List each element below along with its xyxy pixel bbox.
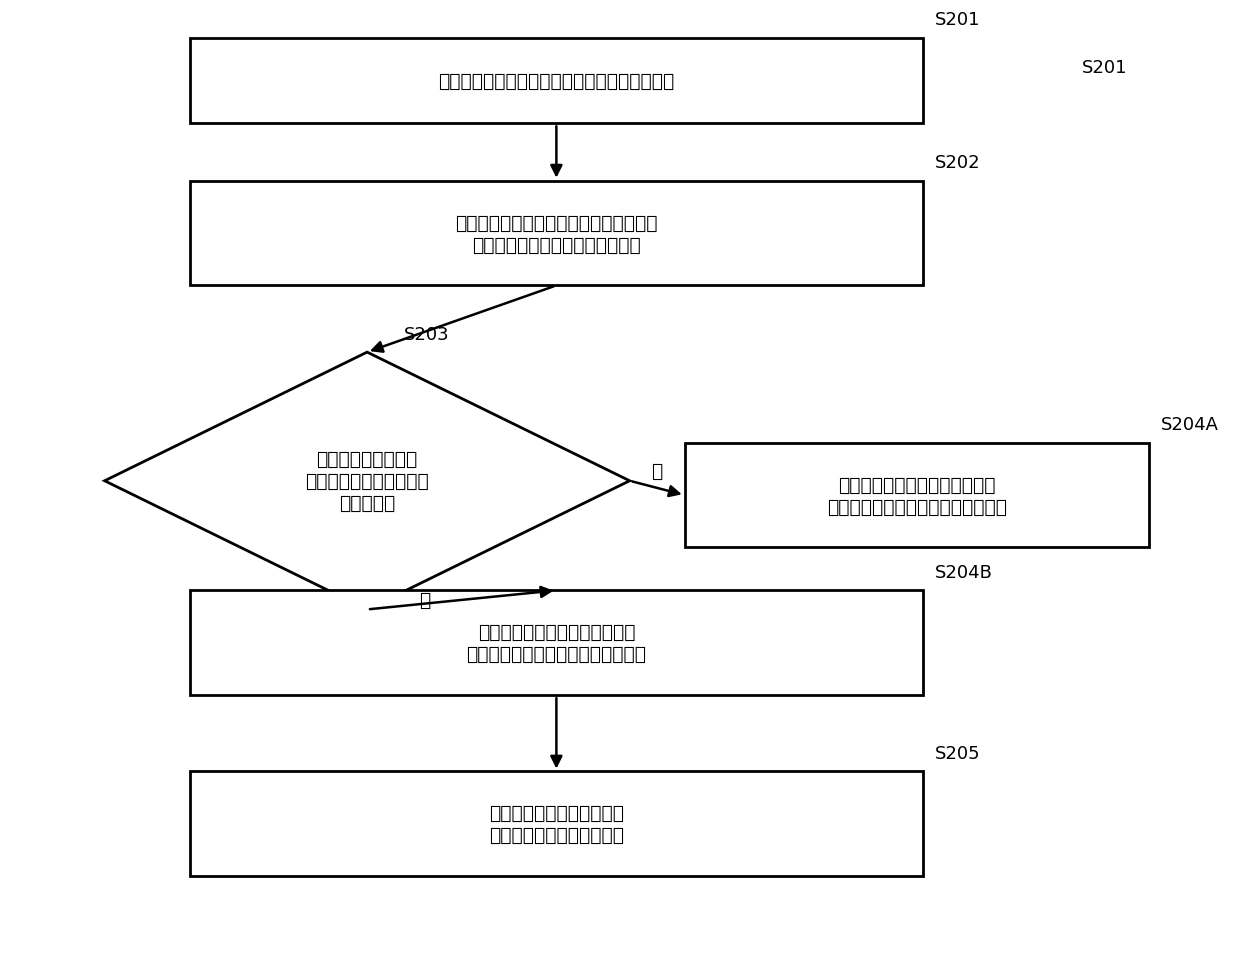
Text: S203: S203: [404, 326, 449, 343]
FancyBboxPatch shape: [684, 443, 1148, 547]
Text: S202: S202: [935, 154, 981, 172]
FancyBboxPatch shape: [190, 591, 923, 696]
Polygon shape: [104, 353, 630, 610]
Text: 透过差异判定模块，
判断亮度差异值是否小于
系统默认值: 透过差异判定模块， 判断亮度差异值是否小于 系统默认值: [305, 450, 429, 513]
Text: 是: 是: [651, 462, 662, 481]
Text: S204B: S204B: [935, 563, 993, 581]
Text: 透过影像捕获设备取得显示分区的分区亮度数值: 透过影像捕获设备取得显示分区的分区亮度数值: [438, 72, 675, 91]
Text: 当亮度差异值超过系统默认值，
透过计算模块计算显示分区的补偿值: 当亮度差异值超过系统默认值， 透过计算模块计算显示分区的补偿值: [466, 623, 646, 664]
Text: S201: S201: [1081, 59, 1127, 77]
Text: S204A: S204A: [1161, 416, 1219, 434]
FancyBboxPatch shape: [190, 181, 923, 286]
Text: 透过处理模块，依据补偿值
设定显示分区为理想亮度值: 透过处理模块，依据补偿值 设定显示分区为理想亮度值: [489, 803, 624, 845]
Text: 透过亮度差异侦测模块依据分区亮度数值
与基准亮度数值，取得亮度差异值: 透过亮度差异侦测模块依据分区亮度数值 与基准亮度数值，取得亮度差异值: [455, 213, 657, 254]
FancyBboxPatch shape: [190, 39, 923, 124]
Text: S205: S205: [935, 744, 981, 763]
Text: 否: 否: [419, 591, 430, 610]
Text: S201: S201: [935, 11, 981, 29]
Text: 当亮度差异值小于系统默认值，
透过处理模块显示分区为理想亮度值: 当亮度差异值小于系统默认值， 透过处理模块显示分区为理想亮度值: [827, 475, 1007, 516]
FancyBboxPatch shape: [190, 771, 923, 876]
